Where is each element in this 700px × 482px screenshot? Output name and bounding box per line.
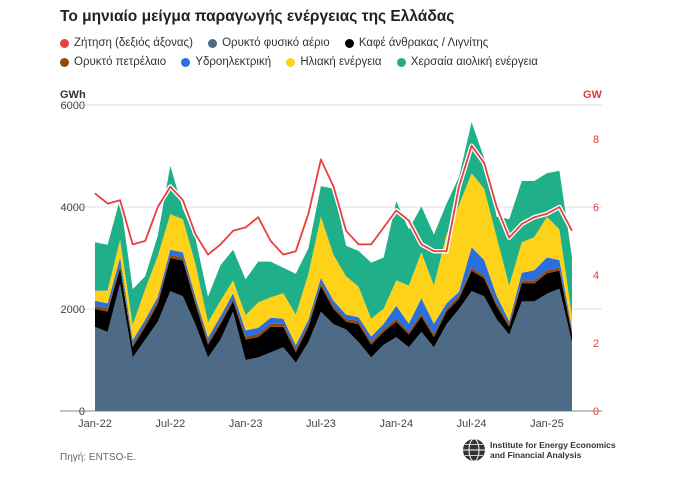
legend-item-demand[interactable]: Ζήτηση (δεξιός άξονας) (60, 35, 193, 52)
x-tick-label: Jan-23 (229, 418, 263, 430)
y-right-tick-label: 0 (593, 406, 599, 418)
legend-swatch-hydro (181, 58, 191, 67)
legend-item-lignite[interactable]: Καφέ άνθρακας / Λιγνίτης (344, 35, 489, 52)
legend-label-wind: Χερσαία αιολική ενέργεια (410, 56, 538, 68)
logo-line-1: Institute for Energy Economics (490, 440, 616, 450)
legend: Ζήτηση (δεξιός άξονας) Ορυκτό φυσικό αέρ… (60, 35, 620, 73)
area-series (95, 173, 572, 346)
legend-item-solar[interactable]: Ηλιακή ενέργεια (286, 54, 382, 71)
legend-swatch-solar (286, 58, 296, 67)
legend-swatch-wind (396, 58, 406, 67)
legend-label-gas: Ορυκτό φυσικό αέριο (222, 37, 330, 49)
legend-item-wind[interactable]: Χερσαία αιολική ενέργεια (396, 54, 538, 71)
y-right-tick-label: 4 (593, 270, 599, 282)
y-left-tick-label: 4000 (61, 202, 85, 214)
x-tick-label: Jul-23 (306, 418, 336, 430)
right-axis-unit: GW (583, 89, 602, 101)
legend-item-hydro[interactable]: Υδροηλεκτρική (181, 54, 271, 71)
legend-label-oil: Ορυκτό πετρέλαιο (74, 56, 167, 68)
legend-swatch-oil (60, 58, 69, 67)
ieefa-logo: Institute for Energy Economics and Finan… (462, 438, 616, 462)
y-right-tick-label: 6 (593, 202, 599, 214)
area-series (95, 258, 572, 363)
legend-label-lignite: Καφέ άνθρακας / Λιγνίτης (358, 37, 489, 49)
legend-item-gas[interactable]: Ορυκτό φυσικό αέριο (208, 35, 330, 52)
x-tick-label: Jan-25 (530, 418, 564, 430)
demand-line (94, 144, 573, 256)
x-tick-label: Jan-24 (379, 418, 413, 430)
y-right-tick-label: 2 (593, 338, 599, 350)
legend-label-solar: Ηλιακή ενέργεια (300, 56, 382, 68)
legend-swatch-lignite (344, 39, 354, 48)
y-right-tick-label: 8 (593, 134, 599, 146)
left-axis-unit: GWh (60, 89, 86, 101)
x-tick-label: Jul-22 (155, 418, 185, 430)
legend-item-oil[interactable]: Ορυκτό πετρέλαιο (60, 54, 166, 71)
legend-swatch-demand (60, 39, 69, 48)
area-series (95, 283, 572, 411)
chart-title: Το μηνιαίο μείγμα παραγωγής ενέργειας τη… (60, 8, 455, 25)
y-left-tick-label: 6000 (61, 100, 85, 112)
legend-swatch-gas (208, 39, 218, 48)
globe-icon (463, 438, 485, 462)
legend-label-demand: Ζήτηση (δεξιός άξονας) (74, 37, 193, 49)
area-series (95, 122, 572, 325)
y-left-tick-label: 2000 (61, 304, 85, 316)
x-tick-label: Jul-24 (457, 418, 487, 430)
source-note: Πηγή: ENTSO-E. (60, 452, 137, 463)
legend-label-hydro: Υδροηλεκτρική (195, 56, 272, 68)
logo-line-2: and Financial Analysis (490, 450, 582, 460)
y-left-tick-label: 0 (79, 406, 85, 418)
x-tick-label: Jan-22 (78, 418, 112, 430)
